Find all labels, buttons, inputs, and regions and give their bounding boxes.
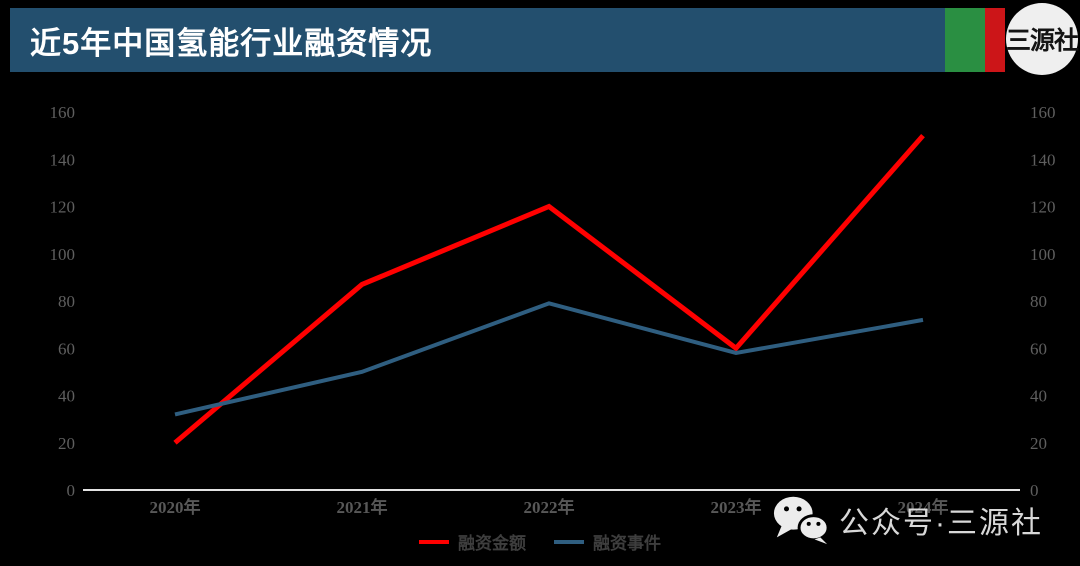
- y-tick-label-right: 60: [1030, 339, 1047, 358]
- watermark-text: 公众号·三源社: [839, 507, 1043, 540]
- logo-text: 三源社: [1006, 27, 1079, 55]
- logo-badge: 三源社: [1006, 3, 1079, 75]
- y-tick-label-right: 20: [1030, 434, 1047, 453]
- series-line-0: [173, 133, 925, 445]
- y-tick-label-left: 120: [50, 198, 76, 217]
- x-tick-label: 2021年: [337, 497, 388, 517]
- y-tick-label-left: 20: [58, 434, 75, 453]
- y-tick-label-left: 80: [58, 292, 75, 311]
- legend: 融资金额 融资事件: [0, 529, 1080, 554]
- y-tick-label-left: 140: [50, 150, 76, 169]
- x-tick-label: 2023年: [711, 497, 762, 517]
- legend-label-amount: 融资金额: [458, 534, 526, 553]
- legend-item-amount: 融资金额: [419, 529, 526, 554]
- wechat-icon: [773, 496, 830, 545]
- series-line-1: [174, 301, 924, 417]
- x-tick-label: 2024年: [898, 497, 949, 517]
- y-tick-label-left: 160: [50, 103, 76, 122]
- y-tick-label-left: 40: [58, 387, 75, 406]
- page-title: 近5年中国氢能行业融资情况: [30, 25, 433, 61]
- legend-item-events: 融资事件: [554, 529, 661, 554]
- y-tick-label-left: 60: [58, 339, 75, 358]
- accent-bar-green: [945, 8, 985, 72]
- header-band: 近5年中国氢能行业融资情况: [10, 8, 945, 72]
- legend-swatch-events: [554, 539, 584, 544]
- y-tick-label-right: 0: [1030, 481, 1039, 500]
- legend-label-events: 融资事件: [593, 534, 661, 553]
- x-tick-label: 2020年: [150, 497, 201, 517]
- y-tick-label-right: 100: [1030, 245, 1056, 264]
- legend-swatch-amount: [419, 539, 449, 544]
- accent-bar-red: [985, 8, 1005, 72]
- y-tick-label-left: 100: [50, 245, 76, 264]
- y-tick-label-left: 0: [67, 481, 76, 500]
- y-tick-label-right: 40: [1030, 387, 1047, 406]
- y-tick-label-right: 160: [1030, 103, 1056, 122]
- y-tick-label-right: 140: [1030, 150, 1056, 169]
- y-tick-label-right: 80: [1030, 292, 1047, 311]
- watermark: 公众号·三源社: [772, 494, 1043, 546]
- x-tick-label: 2022年: [524, 497, 575, 517]
- y-tick-label-right: 120: [1030, 198, 1056, 217]
